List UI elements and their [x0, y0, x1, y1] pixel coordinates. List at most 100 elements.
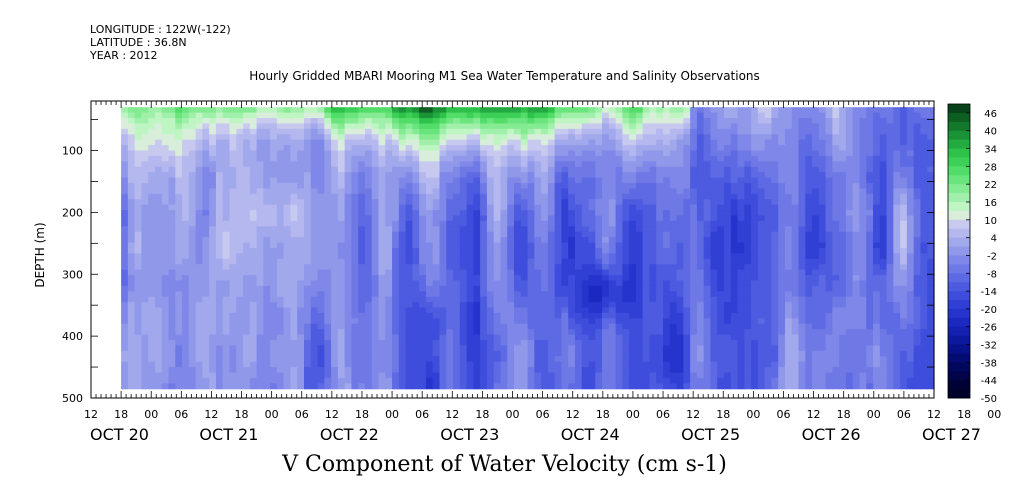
heatmap-cell: [507, 220, 515, 227]
heatmap-cell: [412, 296, 420, 303]
heatmap-cell: [215, 139, 224, 146]
heatmap-cell: [446, 280, 454, 287]
heatmap-cell: [507, 161, 515, 168]
heatmap-cell: [175, 264, 183, 271]
heatmap-cell: [480, 161, 488, 168]
heatmap-cell: [541, 285, 549, 292]
heatmap-cell: [663, 155, 671, 162]
heatmap-cell: [168, 361, 176, 368]
heatmap-cell: [175, 210, 183, 217]
heatmap-cell: [547, 345, 556, 352]
heatmap-cell: [168, 350, 176, 357]
heatmap-cell: [175, 269, 183, 276]
heatmap-cell: [121, 323, 129, 330]
heatmap-cell: [520, 128, 529, 135]
heatmap-cell: [209, 339, 217, 346]
heatmap-cell: [724, 215, 732, 222]
heatmap-cell: [195, 128, 203, 135]
heatmap-cell: [486, 128, 495, 135]
heatmap-cell: [405, 329, 413, 336]
heatmap-cell: [209, 372, 217, 379]
heatmap-cell: [154, 367, 163, 374]
heatmap-cell: [317, 377, 325, 384]
heatmap-cell: [588, 356, 596, 363]
heatmap-cell: [236, 145, 244, 152]
heatmap-cell: [493, 123, 502, 130]
heatmap-cell: [378, 139, 386, 146]
heatmap-cell: [473, 188, 481, 195]
heatmap-cell: [439, 107, 447, 114]
heatmap-cell: [236, 242, 244, 249]
heatmap-cell: [337, 150, 346, 157]
heatmap-cell: [154, 107, 163, 114]
heatmap-cell: [757, 377, 766, 384]
heatmap-cell: [527, 145, 535, 152]
heatmap-cell: [419, 188, 427, 195]
heatmap-cell: [561, 264, 569, 271]
heatmap-cell: [378, 269, 386, 276]
heatmap-cell: [730, 150, 739, 157]
heatmap-cell: [405, 302, 413, 309]
heatmap-cell: [527, 307, 535, 314]
heatmap-cell: [283, 264, 292, 271]
heatmap-cell: [168, 302, 176, 309]
heatmap-cell: [710, 339, 718, 346]
heatmap-cell: [263, 285, 271, 292]
heatmap-cell: [439, 242, 447, 249]
heatmap-cell: [439, 285, 447, 292]
heatmap-cell: [703, 145, 712, 152]
heatmap-cell: [385, 199, 393, 206]
heatmap-cell: [622, 372, 630, 379]
heatmap-cell: [724, 253, 732, 260]
heatmap-cell: [276, 285, 285, 292]
heatmap-cell: [304, 323, 312, 330]
heatmap-cell: [161, 161, 170, 168]
heatmap-cell: [385, 118, 393, 125]
heatmap-cell: [432, 329, 441, 336]
heatmap-cell: [595, 242, 603, 249]
heatmap-cell: [547, 231, 556, 238]
heatmap-cell: [561, 172, 569, 179]
heatmap-cell: [581, 350, 590, 357]
heatmap-cell: [331, 139, 339, 146]
heatmap-cell: [514, 285, 522, 292]
heatmap-cell: [534, 220, 542, 227]
heatmap-cell: [534, 302, 542, 309]
heatmap-cell: [663, 215, 671, 222]
heatmap-cell: [744, 377, 752, 384]
heatmap-cell: [669, 112, 678, 119]
heatmap-cell: [256, 128, 264, 135]
heatmap-cell: [486, 150, 495, 157]
heatmap-cell: [534, 312, 542, 319]
heatmap-cell: [188, 264, 197, 271]
heatmap-cell: [629, 188, 637, 195]
heatmap-cell: [290, 118, 298, 125]
heatmap-cell: [757, 323, 766, 330]
heatmap-cell: [337, 220, 346, 227]
heatmap-cell: [493, 231, 502, 238]
heatmap-cell: [175, 134, 183, 141]
heatmap-cell: [154, 350, 163, 357]
heatmap-cell: [514, 334, 522, 341]
heatmap-cell: [649, 118, 657, 125]
heatmap-cell: [757, 291, 766, 298]
heatmap-cell: [283, 350, 292, 357]
heatmap-cell: [683, 231, 691, 238]
heatmap-cell: [663, 339, 671, 346]
heatmap-cell: [493, 361, 502, 368]
heatmap-cell: [324, 193, 332, 200]
heatmap-cell: [507, 107, 515, 114]
heatmap-cell: [453, 377, 461, 384]
heatmap-cell: [358, 220, 366, 227]
heatmap-cell: [351, 329, 359, 336]
heatmap-cell: [175, 177, 183, 184]
heatmap-cell: [724, 280, 732, 287]
heatmap-cell: [642, 215, 651, 222]
heatmap-cell: [608, 302, 617, 309]
heatmap-cell: [588, 312, 596, 319]
heatmap-cell: [270, 220, 278, 227]
heatmap-cell: [304, 166, 312, 173]
heatmap-cell: [514, 253, 522, 260]
heatmap-cell: [703, 118, 712, 125]
heatmap-cell: [121, 302, 129, 309]
